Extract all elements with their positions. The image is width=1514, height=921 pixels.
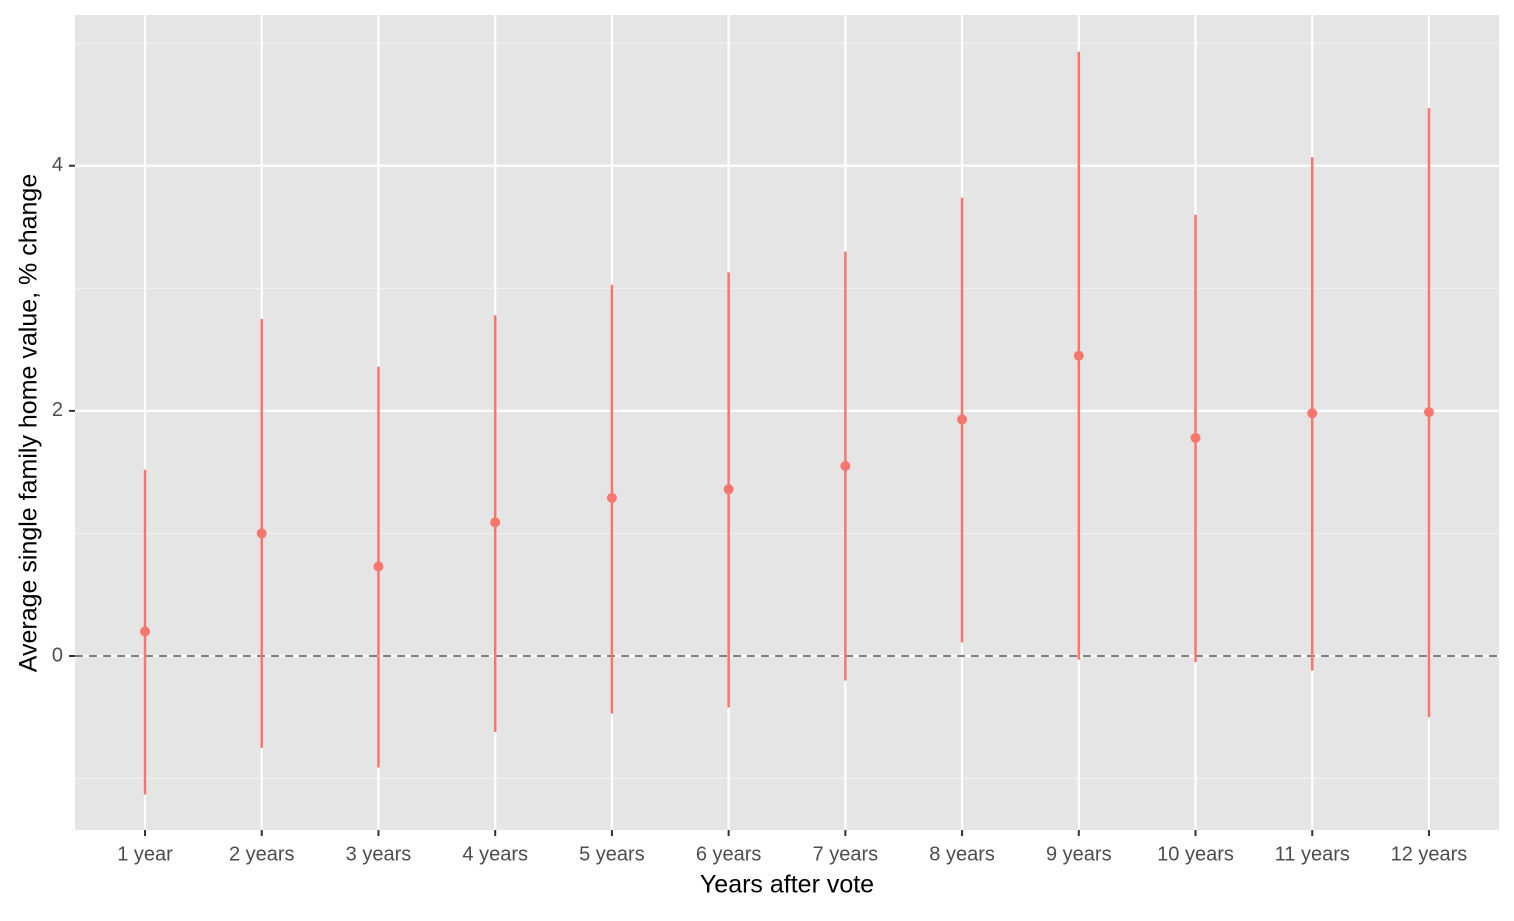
x-tick-label: 2 years bbox=[229, 843, 295, 865]
x-tick-label: 7 years bbox=[813, 843, 879, 865]
point bbox=[1307, 408, 1318, 419]
point bbox=[1423, 407, 1434, 418]
panel bbox=[75, 15, 1499, 830]
point bbox=[606, 492, 617, 503]
x-tick-label: 11 years bbox=[1275, 843, 1350, 865]
y-axis-title: Average single family home value, % chan… bbox=[15, 174, 43, 672]
x-axis-title: Years after vote bbox=[700, 871, 874, 899]
point bbox=[373, 561, 384, 572]
x-tick-label: 8 years bbox=[929, 843, 995, 865]
y-tick-label: 0 bbox=[52, 644, 63, 666]
point bbox=[723, 484, 734, 495]
x-tick-label: 9 years bbox=[1046, 843, 1112, 865]
point bbox=[1190, 432, 1201, 443]
point bbox=[957, 414, 968, 425]
point bbox=[840, 461, 851, 472]
y-tick-label: 4 bbox=[52, 154, 63, 176]
x-tick-label: 10 years bbox=[1157, 843, 1234, 865]
point bbox=[490, 517, 501, 528]
x-tick-label: 3 years bbox=[346, 843, 412, 865]
point bbox=[140, 626, 151, 637]
x-tick-label: 6 years bbox=[696, 843, 762, 865]
x-tick-label: 4 years bbox=[462, 843, 528, 865]
x-tick-label: 12 years bbox=[1391, 843, 1468, 865]
point bbox=[1073, 350, 1084, 361]
point bbox=[256, 528, 267, 539]
x-tick-label: 5 years bbox=[579, 843, 645, 865]
y-tick-label: 2 bbox=[52, 399, 63, 421]
x-tick-label: 1 year bbox=[117, 843, 173, 865]
